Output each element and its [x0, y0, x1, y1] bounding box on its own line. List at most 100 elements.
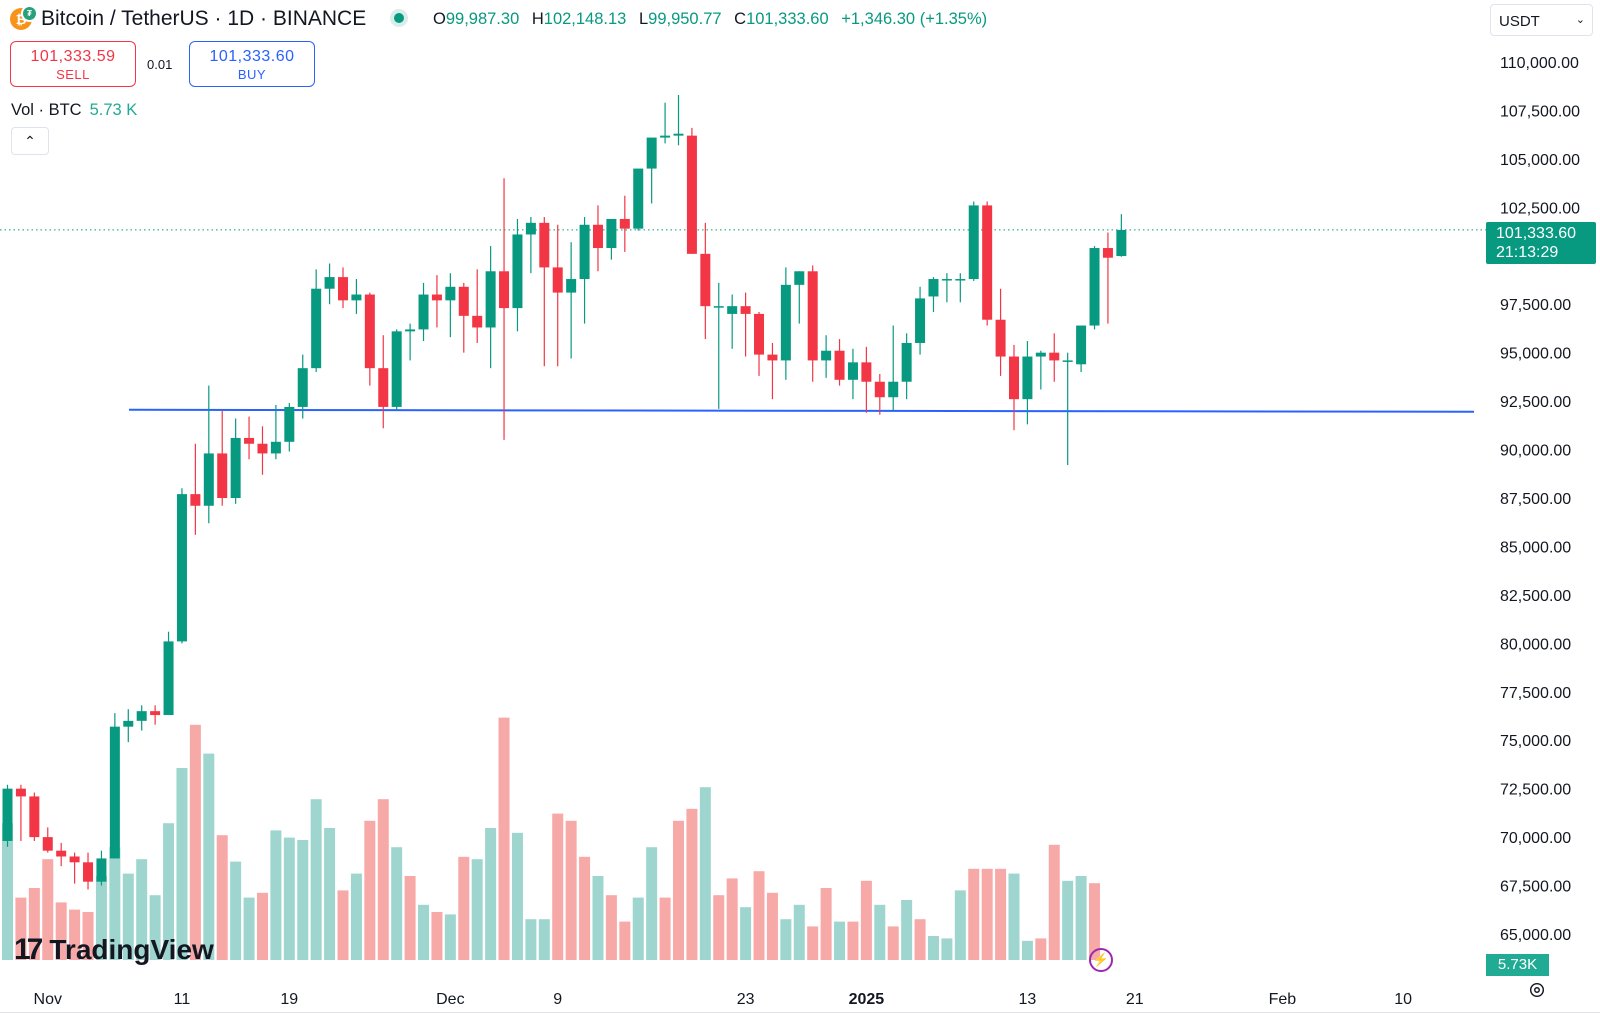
volume-legend[interactable]: Vol · BTC 5.73 K: [11, 101, 137, 120]
sell-label: SELL: [56, 67, 90, 82]
candle-body: [700, 253, 711, 307]
volume-bar: [901, 900, 913, 960]
volume-bar: [149, 895, 161, 960]
candle-body: [1089, 248, 1100, 326]
volume-bar: [69, 909, 81, 960]
volume-bar: [404, 876, 416, 960]
volume-bar: [216, 835, 228, 960]
sell-price: 101,333.59: [30, 48, 116, 65]
volume-bar: [740, 907, 752, 960]
volume-bar: [42, 859, 54, 960]
volume-bar: [377, 799, 389, 960]
currency-value: USDT: [1499, 13, 1540, 30]
candle-body: [552, 267, 563, 293]
volume-bar: [2, 823, 13, 960]
volume-bar: [1021, 940, 1033, 960]
price-axis-label: 70,000.00: [1500, 830, 1571, 847]
buy-button[interactable]: 101,333.60 BUY: [189, 41, 315, 87]
volume-bar: [646, 847, 658, 960]
volume-bar: [538, 919, 550, 960]
sell-button[interactable]: 101,333.59 SELL: [10, 41, 136, 87]
volume-axis-label: 5.73K: [1486, 954, 1549, 976]
candle-body: [646, 137, 657, 169]
price-axis-label: 80,000.00: [1500, 636, 1571, 653]
price-axis-label: 65,000.00: [1500, 927, 1571, 944]
candle-body: [660, 135, 671, 138]
candle-body: [418, 294, 429, 330]
currency-select[interactable]: USDT ⌄: [1490, 4, 1593, 36]
candle-body: [713, 306, 724, 308]
market-open-status-icon: [394, 13, 404, 23]
last-price-label: 101,333.60 21:13:29: [1486, 222, 1596, 264]
bitcoin-tether-icon: ₿ ₮: [10, 5, 38, 30]
candle-body: [311, 288, 322, 369]
volume-bar: [458, 856, 470, 960]
candle-body: [284, 406, 295, 442]
candle-body: [83, 862, 94, 882]
candle-body: [995, 319, 1006, 357]
volume-bar: [297, 840, 309, 960]
candle-body: [915, 298, 926, 343]
candle-body: [485, 271, 496, 328]
volume-bar: [55, 902, 67, 960]
volume-bar: [498, 717, 510, 960]
candle-body: [888, 381, 899, 398]
volume-bar: [927, 936, 939, 960]
chevron-up-icon: ⌃: [24, 133, 36, 149]
time-axis-label: 11: [174, 991, 191, 1008]
candle-body: [190, 494, 201, 506]
volume-bar: [766, 892, 778, 960]
volume-bar: [28, 888, 40, 960]
candle-body: [351, 294, 362, 301]
candle-body: [847, 362, 858, 380]
candle-body: [15, 788, 26, 797]
volume-bar: [659, 897, 671, 960]
price-axis-label: 85,000.00: [1500, 539, 1571, 556]
volume-bar: [954, 890, 966, 960]
volume-bar: [337, 890, 349, 960]
volume-bar: [270, 830, 282, 960]
collapse-legend-button[interactable]: ⌃: [11, 127, 49, 155]
volume-bar: [444, 914, 456, 960]
candle-body: [592, 224, 603, 249]
lightning-icon[interactable]: ⚡: [1089, 948, 1113, 972]
volume-bar: [471, 859, 483, 960]
volume-bar: [163, 823, 175, 960]
candle-body: [364, 294, 375, 369]
candle-body: [941, 279, 952, 281]
candle-body: [297, 368, 308, 407]
volume-bar: [283, 837, 295, 960]
open-label: O: [433, 10, 446, 28]
high-label: H: [531, 10, 544, 28]
candle-body: [1076, 325, 1087, 365]
candle-body: [1062, 360, 1073, 362]
price-axis-label: 92,500.00: [1500, 394, 1571, 411]
tradingview-logo[interactable]: 17 TradingView: [14, 933, 214, 967]
price-axis-label: 95,000.00: [1500, 346, 1571, 363]
symbol-title[interactable]: Bitcoin / TetherUS · 1D · BINANCE: [41, 7, 367, 30]
volume-bar: [1075, 876, 1087, 960]
volume-bar: [15, 897, 27, 960]
volume-bar: [350, 873, 362, 960]
time-axis-label: 23: [737, 991, 755, 1008]
candle-body: [29, 796, 40, 838]
candle-body: [1009, 356, 1019, 400]
settings-gear-icon[interactable]: [1528, 981, 1546, 999]
candle-body: [378, 368, 389, 407]
time-axis-label: 21: [1126, 991, 1144, 1008]
close-value: 101,333.60: [746, 10, 829, 28]
candle-body: [324, 277, 335, 289]
candle-body: [150, 711, 161, 716]
candle-body: [230, 437, 241, 498]
volume-bar: [1008, 873, 1020, 960]
volume-bar: [780, 919, 792, 960]
volume-bar: [713, 895, 725, 960]
candle-body: [673, 133, 684, 136]
volume-bar: [256, 892, 268, 960]
candle-body: [579, 224, 590, 280]
candle-body: [955, 279, 966, 281]
volume-bar: [109, 847, 121, 960]
volume-bar: [310, 799, 322, 960]
candle-body: [686, 135, 697, 254]
